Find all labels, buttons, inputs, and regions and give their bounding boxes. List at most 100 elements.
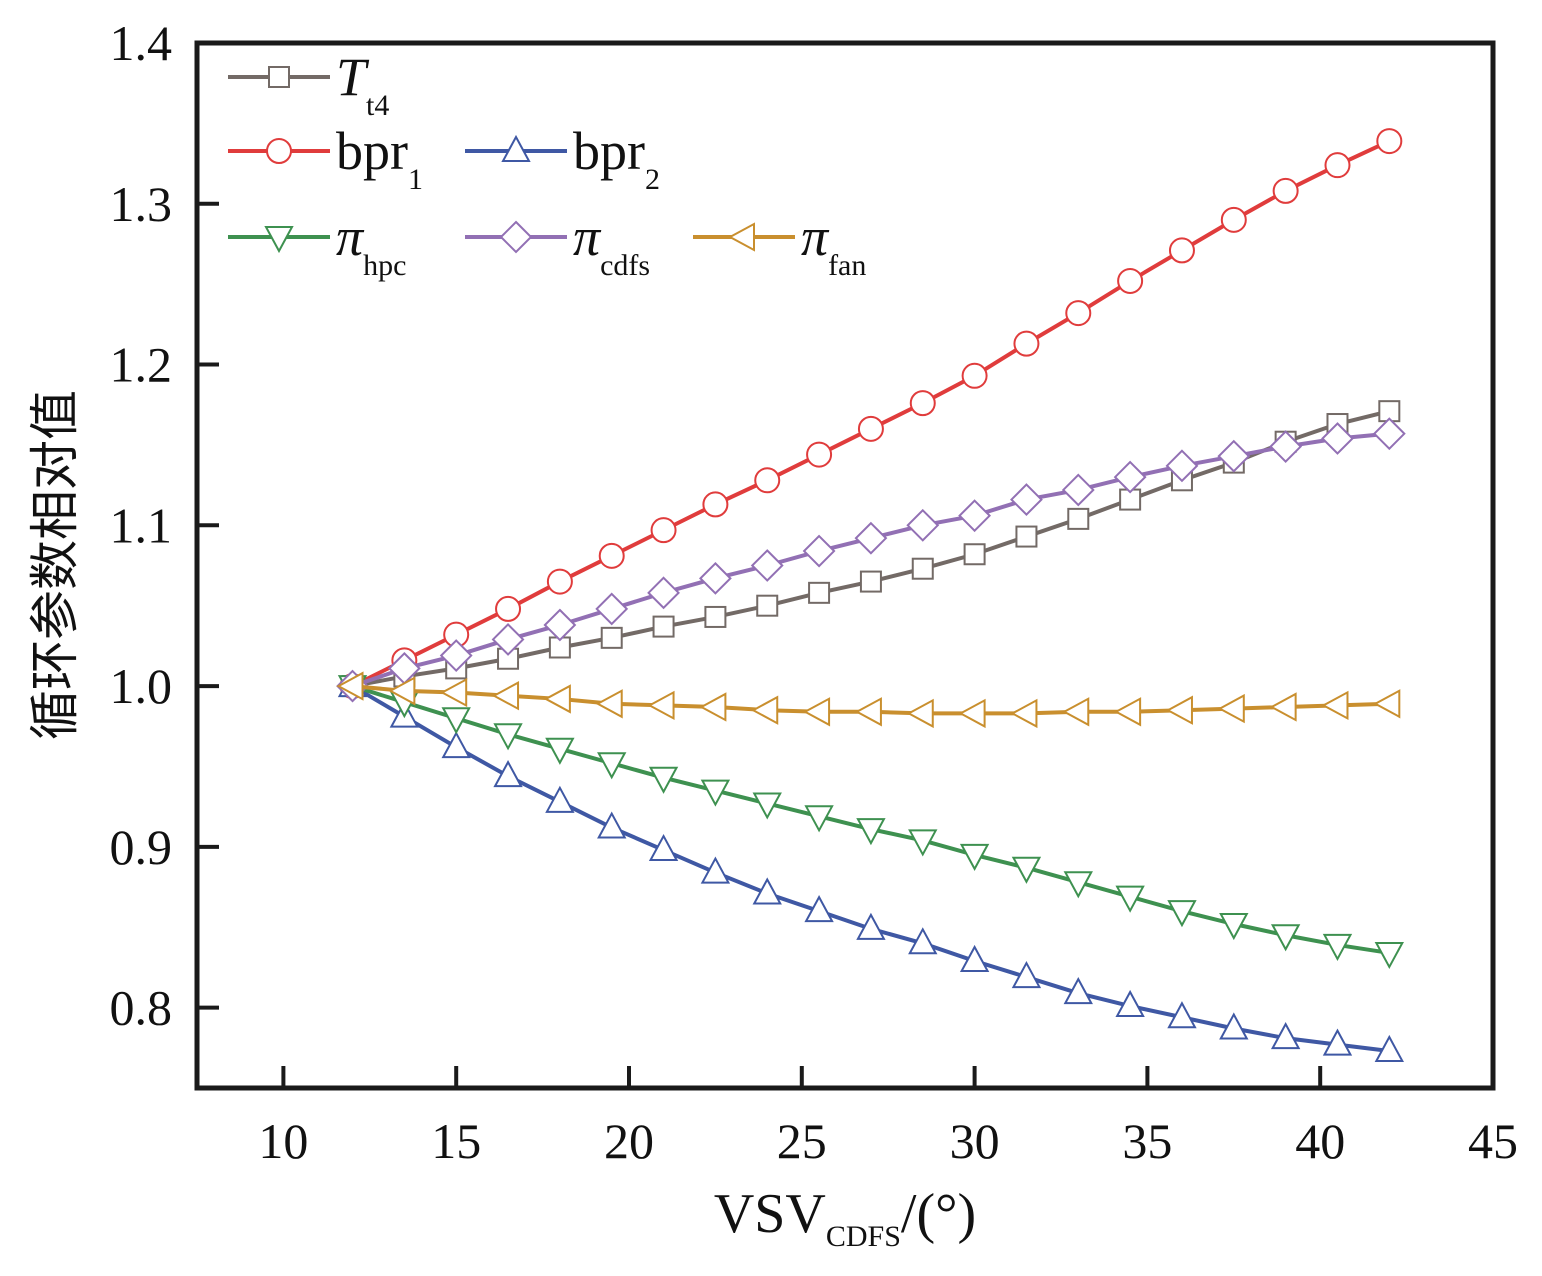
data-point — [1219, 1012, 1249, 1040]
data-point — [1063, 977, 1093, 1005]
data-point — [388, 676, 416, 706]
data-point — [1117, 267, 1144, 294]
data-point — [1270, 924, 1301, 952]
data-point — [1322, 933, 1353, 962]
x-tick-label: 15 — [431, 1113, 481, 1169]
legend-item: bpr2 — [465, 121, 660, 196]
data-point — [493, 760, 523, 788]
legend-label: πfan — [801, 207, 866, 282]
x-tick-label: 25 — [777, 1113, 827, 1169]
data-point — [647, 690, 675, 721]
data-point — [1373, 689, 1401, 719]
x-tick-label: 10 — [258, 1113, 308, 1169]
x-tick-label: 20 — [604, 1113, 654, 1169]
data-point — [1374, 1034, 1404, 1063]
data-point — [1324, 152, 1351, 179]
legend-item: bpr1 — [228, 121, 423, 196]
x-axis: 10 15 20 25 30 35 40 45 — [258, 1066, 1518, 1169]
data-point — [752, 877, 782, 905]
y-tick-label: 0.8 — [110, 980, 173, 1036]
data-point — [545, 737, 575, 765]
data-point — [1165, 695, 1193, 725]
data-point — [859, 570, 882, 593]
data-point — [1217, 693, 1245, 724]
legend-marker-icon — [499, 220, 533, 254]
data-point — [751, 695, 779, 725]
data-point — [648, 766, 679, 794]
series-bpr-1 — [339, 128, 1403, 700]
data-point — [1114, 697, 1142, 727]
x-tick-label: 45 — [1468, 1113, 1518, 1169]
data-point — [961, 362, 988, 389]
data-point — [543, 684, 571, 714]
x-tick-label: 40 — [1295, 1113, 1345, 1169]
data-point — [598, 542, 625, 569]
data-point — [1011, 856, 1042, 884]
data-point — [808, 581, 831, 604]
data-point — [699, 692, 727, 722]
data-point — [1167, 1001, 1197, 1029]
data-point — [440, 677, 468, 708]
y-tick-label: 0.9 — [110, 819, 173, 875]
legend-item: πcdfs — [465, 207, 650, 282]
data-point — [1113, 460, 1147, 494]
data-point — [491, 623, 525, 656]
legend-label: bpr1 — [336, 121, 423, 196]
data-point — [1013, 330, 1040, 357]
series-π-cdfs — [336, 417, 1406, 703]
data-point — [1010, 698, 1038, 729]
data-point — [856, 912, 886, 940]
series-π-fan — [336, 671, 1401, 729]
data-point — [959, 843, 990, 871]
data-point — [1168, 237, 1195, 264]
data-point — [1217, 439, 1251, 473]
data-point — [908, 829, 938, 857]
data-point — [958, 698, 986, 729]
data-point — [1220, 206, 1247, 233]
data-point — [595, 689, 623, 719]
data-point — [908, 927, 938, 955]
data-point — [1270, 1022, 1301, 1050]
legend-item: πhpc — [228, 207, 406, 282]
data-point — [958, 499, 992, 533]
data-point — [906, 508, 940, 542]
data-point — [1269, 692, 1297, 722]
data-point — [1011, 960, 1042, 989]
data-point — [1065, 300, 1092, 327]
data-point — [804, 895, 834, 923]
data-point — [1165, 449, 1199, 483]
data-point — [1374, 941, 1404, 970]
data-point — [1272, 177, 1299, 204]
legend-marker-icon — [268, 66, 290, 88]
data-point — [650, 517, 677, 544]
data-point — [1376, 128, 1403, 155]
y-tick-label: 1.2 — [110, 337, 173, 393]
data-point — [597, 752, 627, 780]
data-point — [1372, 417, 1406, 451]
data-point — [1321, 422, 1354, 455]
data-point — [600, 626, 623, 649]
data-point — [1067, 507, 1090, 530]
y-tick-label: 1.1 — [110, 497, 173, 553]
legend-item: πfan — [693, 207, 866, 282]
legend-label: πcdfs — [573, 207, 650, 282]
data-point — [1063, 871, 1093, 899]
data-point — [802, 534, 836, 568]
data-point — [856, 818, 886, 846]
legend-item: Tt4 — [228, 47, 389, 122]
data-point — [652, 615, 675, 638]
y-axis-title: 循环参数相对值 — [26, 390, 84, 740]
y-tick-label: 1.3 — [110, 176, 173, 232]
data-point — [441, 731, 471, 759]
legend-label: πhpc — [336, 207, 406, 282]
data-point — [1167, 900, 1197, 928]
data-point — [1015, 525, 1038, 548]
data-point — [1010, 483, 1043, 516]
plot-marks — [336, 128, 1406, 1063]
data-point — [1061, 473, 1095, 507]
data-point — [702, 491, 729, 518]
x-axis-title: VSVCDFS/(°) — [714, 1183, 976, 1253]
legend-marker-icon — [264, 226, 294, 254]
data-point — [806, 441, 833, 468]
